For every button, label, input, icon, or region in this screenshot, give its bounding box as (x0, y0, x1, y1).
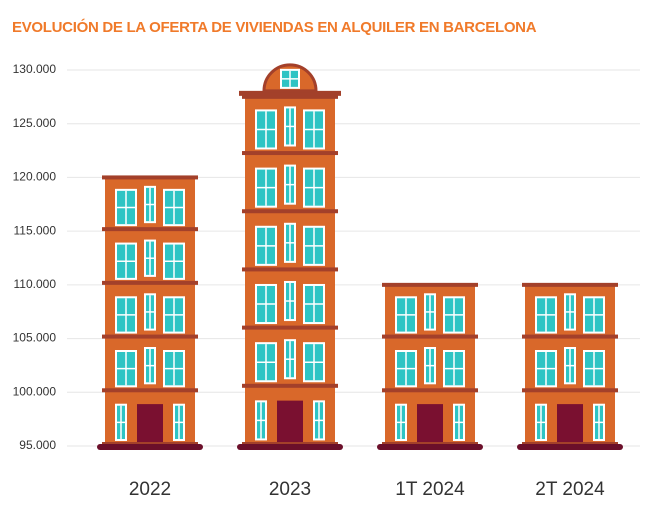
y-tick-label: 105.000 (13, 331, 57, 345)
floor-band (242, 209, 338, 214)
y-tick-label: 125.000 (13, 116, 57, 130)
y-tick-label: 120.000 (13, 170, 57, 184)
floor-band (102, 334, 198, 339)
x-tick-label: 2022 (129, 479, 171, 500)
floor-band (522, 334, 618, 339)
door (277, 400, 303, 442)
roof-ledge (239, 90, 341, 96)
door (557, 404, 583, 442)
floor-band (102, 227, 198, 232)
floor-band (242, 383, 338, 388)
y-tick-label: 95.000 (19, 438, 56, 452)
floor-band (242, 267, 338, 272)
x-tick-label: 2T 2024 (535, 479, 605, 500)
cornice (522, 282, 618, 287)
y-tick-label: 100.000 (13, 384, 57, 398)
base (97, 444, 203, 450)
y-tick-label: 110.000 (14, 277, 57, 291)
floor-band (382, 334, 478, 339)
chart-title: EVOLUCIÓN DE LA OFERTA DE VIVIENDAS EN A… (12, 18, 537, 36)
door (417, 404, 443, 442)
cornice (382, 282, 478, 287)
cornice (242, 94, 338, 99)
floor-band (102, 388, 198, 393)
floor-band (102, 280, 198, 285)
base (237, 444, 343, 450)
door (137, 404, 163, 442)
y-tick-label: 130.000 (13, 62, 57, 76)
base (517, 444, 623, 450)
floor-band (522, 388, 618, 393)
x-tick-label: 1T 2024 (395, 479, 465, 500)
base (377, 444, 483, 450)
floor-band (382, 388, 478, 393)
cornice (102, 175, 198, 180)
y-tick-label: 115.000 (14, 223, 57, 237)
x-tick-label: 2023 (269, 479, 311, 500)
floor-band (242, 151, 338, 156)
floor-band (242, 325, 338, 330)
